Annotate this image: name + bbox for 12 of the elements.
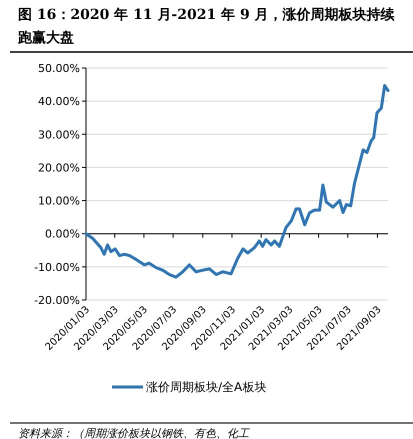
y-tick-label: 0.00% bbox=[45, 228, 80, 241]
y-tick-label: -10.00% bbox=[34, 260, 80, 274]
y-tick-label: -20.00% bbox=[34, 294, 80, 307]
y-tick-label: 20.00% bbox=[38, 161, 80, 174]
y-tick-label: 50.00% bbox=[38, 62, 80, 75]
y-tick-label: 40.00% bbox=[38, 95, 80, 108]
y-tick-label: 30.00% bbox=[38, 128, 80, 142]
y-tick-label: 10.00% bbox=[38, 194, 80, 208]
legend-label: 涨价周期板块/全A板块 bbox=[146, 380, 266, 394]
annotation: 资料来源：（周期涨价板块以钢铁、有色、化工 bbox=[18, 427, 249, 439]
title: 图 16：2020 年 11 月-2021 年 9 月，涨价周期板块持续跑赢大盘 bbox=[18, 7, 395, 46]
legend: 涨价周期板块/全A板块 bbox=[112, 380, 266, 394]
